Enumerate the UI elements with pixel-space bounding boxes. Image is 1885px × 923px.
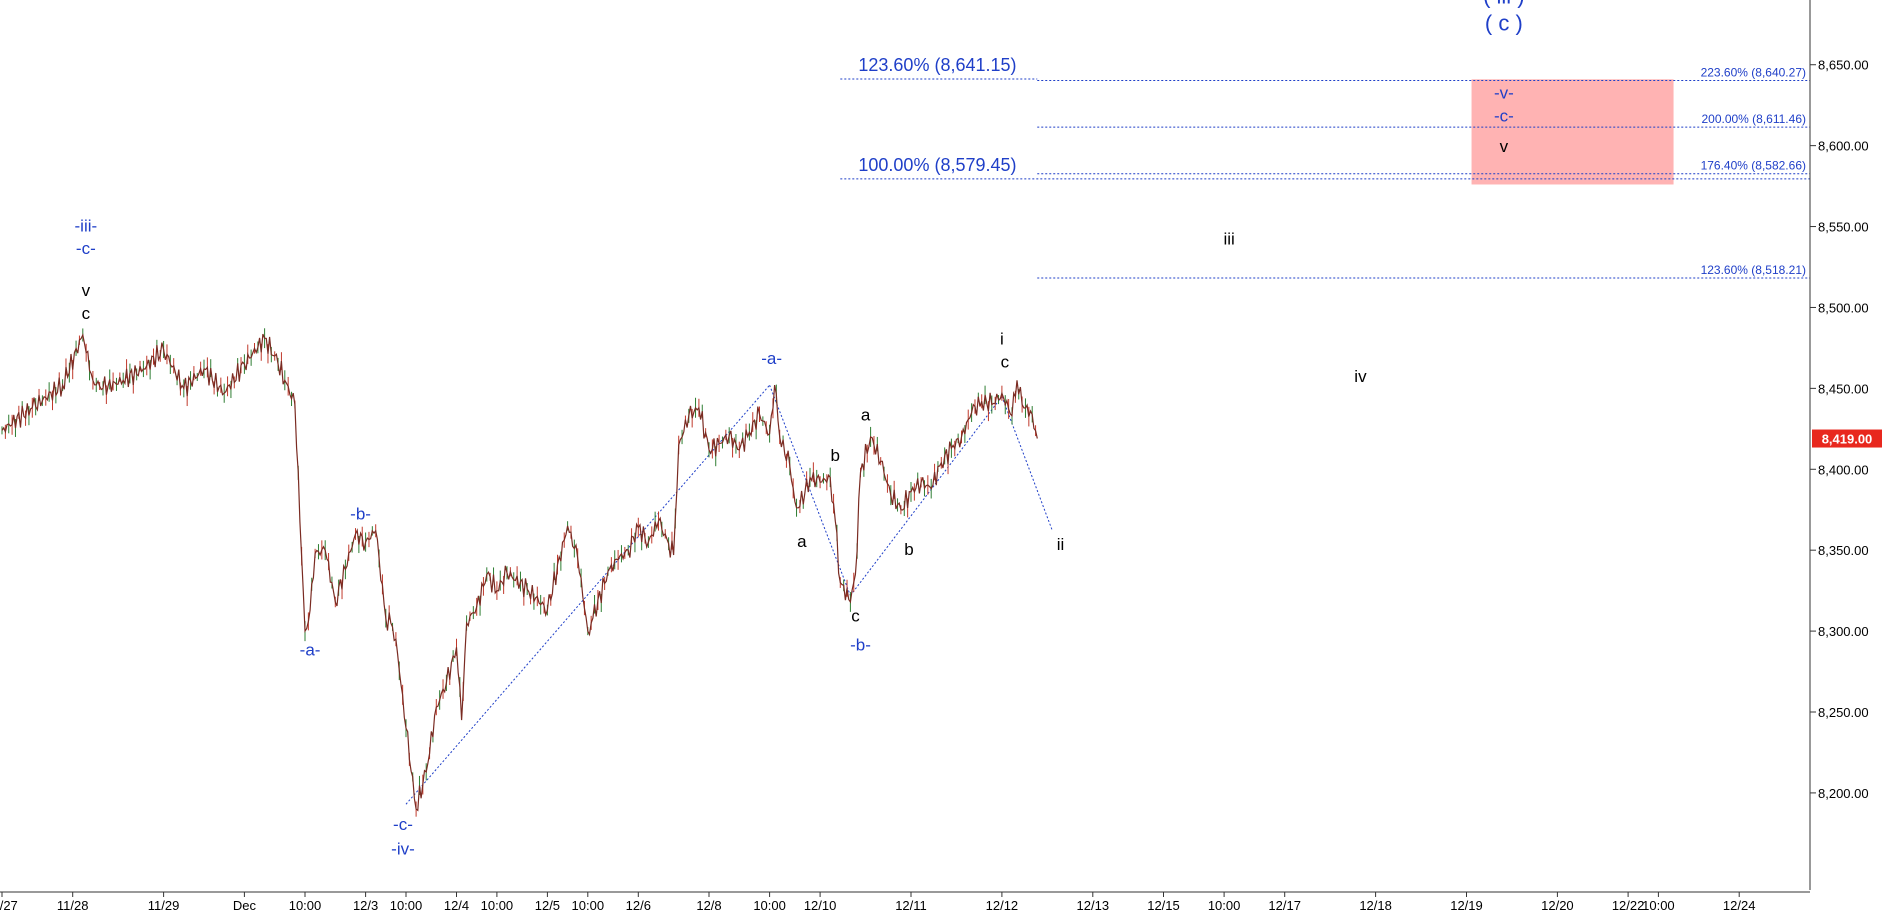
x-tick-label: 10:00 bbox=[289, 898, 322, 913]
wave-label: c bbox=[1001, 352, 1010, 371]
x-tick-label: 11/28 bbox=[57, 898, 89, 913]
fib-level-label: 176.40% (8,582.66) bbox=[1701, 159, 1806, 173]
x-tick-label: 12/18 bbox=[1359, 898, 1392, 913]
x-tick-label: 12/4 bbox=[444, 898, 469, 913]
y-tick-label: 8,600.00 bbox=[1818, 139, 1869, 154]
x-tick-label: 10:00 bbox=[1208, 898, 1241, 913]
x-tick-label: 10:00 bbox=[390, 898, 423, 913]
price-series-line bbox=[1, 333, 1038, 812]
x-tick-label: 12/5 bbox=[535, 898, 560, 913]
y-tick-label: 8,450.00 bbox=[1818, 381, 1869, 396]
y-tick-label: 8,350.00 bbox=[1818, 543, 1869, 558]
wave-label: -c- bbox=[76, 239, 96, 258]
x-tick-label: 12/6 bbox=[626, 898, 651, 913]
wave-label: v bbox=[82, 281, 91, 300]
y-tick-label: 8,550.00 bbox=[1818, 220, 1869, 235]
x-tick-label: 12/22 bbox=[1612, 898, 1645, 913]
fib-level-label: 123.60% (8,518.21) bbox=[1701, 263, 1806, 277]
x-tick-label: 12/15 bbox=[1147, 898, 1180, 913]
target-zone bbox=[1471, 79, 1674, 185]
last-price-label: 8,419.00 bbox=[1822, 432, 1873, 447]
x-tick-label: 10:00 bbox=[481, 898, 514, 913]
x-tick-label: 12/8 bbox=[696, 898, 721, 913]
wave-label: -a- bbox=[300, 640, 321, 659]
wave-label: a bbox=[861, 406, 871, 425]
wave-dotted-line bbox=[405, 384, 770, 805]
x-tick-label: 11/29 bbox=[148, 898, 180, 913]
y-tick-label: 8,650.00 bbox=[1818, 58, 1869, 73]
wave-label: -b- bbox=[350, 504, 371, 523]
wave-label: -iv- bbox=[391, 839, 415, 858]
x-tick-label: 10:00 bbox=[572, 898, 605, 913]
y-tick-label: 8,200.00 bbox=[1818, 786, 1869, 801]
x-tick-label: 10:00 bbox=[1642, 898, 1675, 913]
x-tick-label: 12/12 bbox=[986, 898, 1019, 913]
x-tick-label: 12/11 bbox=[895, 898, 927, 913]
wave-label: -v- bbox=[1494, 84, 1514, 103]
wave-label: c bbox=[82, 304, 91, 323]
wave-label: v bbox=[1500, 137, 1509, 156]
x-tick-label: 12/20 bbox=[1541, 898, 1574, 913]
wave-label: b bbox=[904, 540, 913, 559]
wave-label: iii bbox=[1223, 229, 1234, 248]
y-tick-label: 8,300.00 bbox=[1818, 624, 1869, 639]
wave-label: c bbox=[851, 606, 860, 625]
x-tick-label: 12/19 bbox=[1450, 898, 1483, 913]
x-tick-label: 12/10 bbox=[804, 898, 837, 913]
y-tick-label: 8,250.00 bbox=[1818, 705, 1869, 720]
x-tick-label: 12/3 bbox=[353, 898, 378, 913]
wave-label: -a- bbox=[761, 349, 782, 368]
fib-extension-label: 100.00% (8,579.45) bbox=[858, 155, 1016, 175]
wave-label: -b- bbox=[850, 636, 871, 655]
wave-dotted-line bbox=[1001, 396, 1053, 531]
y-tick-label: 8,400.00 bbox=[1818, 462, 1869, 477]
x-tick-label: Dec bbox=[233, 898, 257, 913]
wave-label: i bbox=[1000, 330, 1004, 349]
wave-label: iv bbox=[1354, 367, 1367, 386]
x-tick-label: 12/13 bbox=[1077, 898, 1110, 913]
wave-label: ( iii ) bbox=[1483, 0, 1525, 8]
x-tick-label: 12/24 bbox=[1723, 898, 1756, 913]
fib-level-label: 200.00% (8,611.46) bbox=[1701, 112, 1806, 126]
wave-dotted-line bbox=[769, 384, 851, 596]
fib-level-label: 223.60% (8,640.27) bbox=[1701, 65, 1806, 79]
x-tick-label: 12/17 bbox=[1268, 898, 1301, 913]
wave-label: -c- bbox=[1494, 106, 1514, 125]
wave-label: ( c ) bbox=[1485, 11, 1523, 36]
y-tick-label: 8,500.00 bbox=[1818, 300, 1869, 315]
x-tick-label: 11/27 bbox=[0, 898, 18, 913]
wave-label: -c- bbox=[393, 815, 413, 834]
x-tick-label: 10:00 bbox=[753, 898, 786, 913]
wave-label: b bbox=[831, 446, 840, 465]
last-price-badge bbox=[1812, 429, 1882, 448]
wave-label: a bbox=[797, 532, 807, 551]
wave-label: -iii- bbox=[75, 216, 98, 235]
wave-label: ii bbox=[1057, 535, 1065, 554]
fib-extension-label: 123.60% (8,641.15) bbox=[858, 55, 1016, 75]
wave-dotted-line bbox=[850, 396, 1003, 596]
